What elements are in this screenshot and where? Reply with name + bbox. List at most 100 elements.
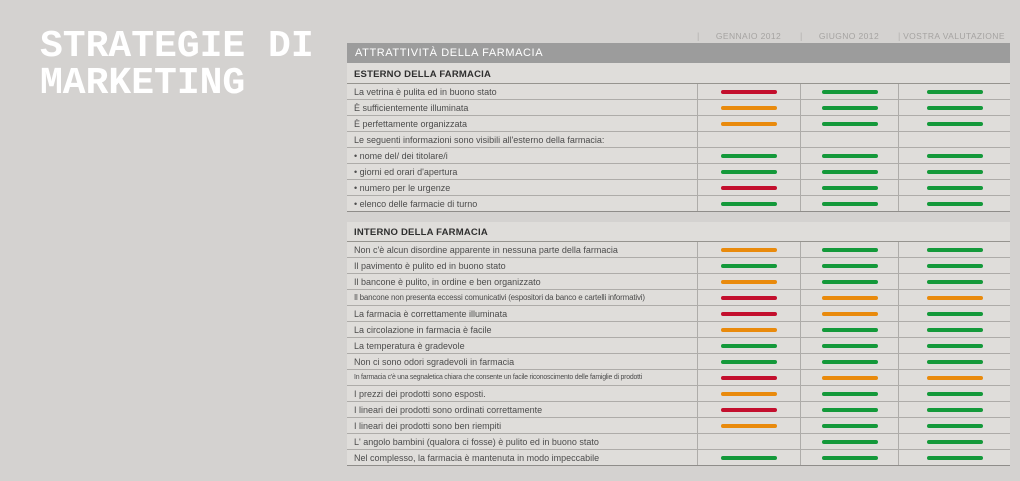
page-title-line1: STRATEGIE DI (40, 25, 314, 68)
row-label: Nel complesso, la farmacia è mantenuta i… (354, 452, 600, 463)
rating-cell (697, 290, 800, 305)
rating-cell (800, 306, 898, 321)
rating-cell (697, 274, 800, 289)
rating-bar-green (721, 455, 777, 460)
rating-bar-green (821, 455, 878, 460)
rating-cell (800, 434, 898, 449)
table-row: La farmacia è correttamente illuminata (347, 306, 1010, 322)
rating-bar-orange (721, 423, 777, 428)
rating-bar-green (926, 311, 983, 316)
row-label: Non ci sono odori sgradevoli in farmacia (354, 356, 515, 367)
rating-cell (800, 258, 898, 273)
rating-cell (800, 370, 898, 385)
rating-cell (898, 274, 1010, 289)
rating-cell (800, 100, 898, 115)
rating-cell (697, 196, 800, 211)
rating-cell (697, 84, 800, 99)
column-header-1: | GENNAIO 2012 (697, 31, 800, 41)
column-divider-mark: | (898, 31, 901, 41)
rating-bar-orange (721, 121, 777, 126)
rating-cell (800, 274, 898, 289)
table-row: La temperatura è gradevole (347, 338, 1010, 354)
rating-cell (800, 196, 898, 211)
rating-bar-green (926, 105, 983, 110)
rating-cell (800, 148, 898, 163)
rating-bar-red (721, 89, 777, 94)
rating-bar-orange (721, 247, 777, 252)
table-row: • numero per le urgenze (347, 180, 1010, 196)
rating-cell (898, 196, 1010, 211)
rating-bar-green (821, 105, 878, 110)
rating-cell (697, 370, 800, 385)
rating-cell (898, 370, 1010, 385)
rating-bar-green (821, 359, 878, 364)
rating-bar-green (926, 343, 983, 348)
rating-bar-green (926, 455, 983, 460)
row-label: In farmacia c'è una segnaletica chiara c… (354, 374, 642, 381)
row-label: La temperatura è gradevole (354, 340, 465, 351)
rating-bar-green (926, 89, 983, 94)
rating-bar-orange (721, 327, 777, 332)
rating-bar-green (821, 247, 878, 252)
row-label: I lineari dei prodotti sono ordinati cor… (354, 404, 543, 415)
rating-bar-green (821, 169, 878, 174)
table-row: • nome del/ dei titolare/i (347, 148, 1010, 164)
rating-bar-green (926, 279, 983, 284)
rating-cell (800, 242, 898, 257)
table-row: È perfettamente organizzata (347, 116, 1010, 132)
rating-cell (800, 132, 898, 147)
section: ESTERNO DELLA FARMACIA La vetrina è pulit… (347, 63, 1010, 212)
rating-cell (800, 322, 898, 337)
page-title-line2: MARKETING (40, 62, 246, 105)
rating-cell (898, 434, 1010, 449)
rating-cell (697, 322, 800, 337)
row-label: Il bancone è pulito, in ordine e ben org… (354, 276, 541, 287)
section-header: ESTERNO DELLA FARMACIA (347, 63, 1010, 84)
rating-bar-green (926, 121, 983, 126)
rating-bar-green (926, 359, 983, 364)
rating-bar-orange (721, 279, 777, 284)
rating-cell (800, 386, 898, 401)
rating-bar-green (721, 263, 777, 268)
rating-cell (898, 418, 1010, 433)
rating-cell (697, 306, 800, 321)
table-row: Il bancone non presenta eccessi comunica… (347, 290, 1010, 306)
rating-bar-green (821, 121, 878, 126)
rating-bar-green (821, 263, 878, 268)
column-headers: | GENNAIO 2012 | GIUGNO 2012 | VOSTRA VALUTAZ… (697, 30, 1010, 43)
rating-bar-green (926, 327, 983, 332)
row-label: • giorni ed orari d'apertura (354, 166, 458, 177)
rating-bar-green (926, 439, 983, 444)
rating-cell (898, 164, 1010, 179)
row-label: Non c'è alcun disordine apparente in nes… (354, 244, 618, 255)
rating-cell (800, 450, 898, 465)
rating-cell (800, 116, 898, 131)
table-row: Il pavimento è pulito ed in buono stato (347, 258, 1010, 274)
column-header-label: GENNAIO 2012 (715, 31, 782, 41)
table-row: Le seguenti informazioni sono visibili a… (347, 132, 1010, 148)
rating-cell (898, 354, 1010, 369)
table-row: Il bancone è pulito, in ordine e ben org… (347, 274, 1010, 290)
rating-cell (898, 180, 1010, 195)
rating-cell (898, 148, 1010, 163)
table-row: Non ci sono odori sgradevoli in farmacia (347, 354, 1010, 370)
row-label: La farmacia è correttamente illuminata (354, 308, 508, 319)
rating-cell (697, 258, 800, 273)
rating-bar-green (926, 391, 983, 396)
table-row: Non c'è alcun disordine apparente in nes… (347, 242, 1010, 258)
rating-bar-green (821, 343, 878, 348)
rating-bar-red (721, 407, 777, 412)
row-label: I prezzi dei prodotti sono esposti. (354, 388, 486, 399)
rating-cell (800, 402, 898, 417)
row-label: Il bancone non presenta eccessi comunica… (354, 293, 645, 302)
rating-cell (697, 434, 800, 449)
rating-bar-red (721, 311, 777, 316)
rating-bar-green (721, 201, 777, 206)
row-label: I lineari dei prodotti sono ben riempiti (354, 420, 502, 431)
rating-cell (898, 100, 1010, 115)
rating-bar-orange (721, 391, 777, 396)
rating-cell (898, 290, 1010, 305)
rating-bar-green (821, 201, 878, 206)
page-title: STRATEGIE DI MARKETING (40, 25, 314, 105)
rating-cell (697, 164, 800, 179)
